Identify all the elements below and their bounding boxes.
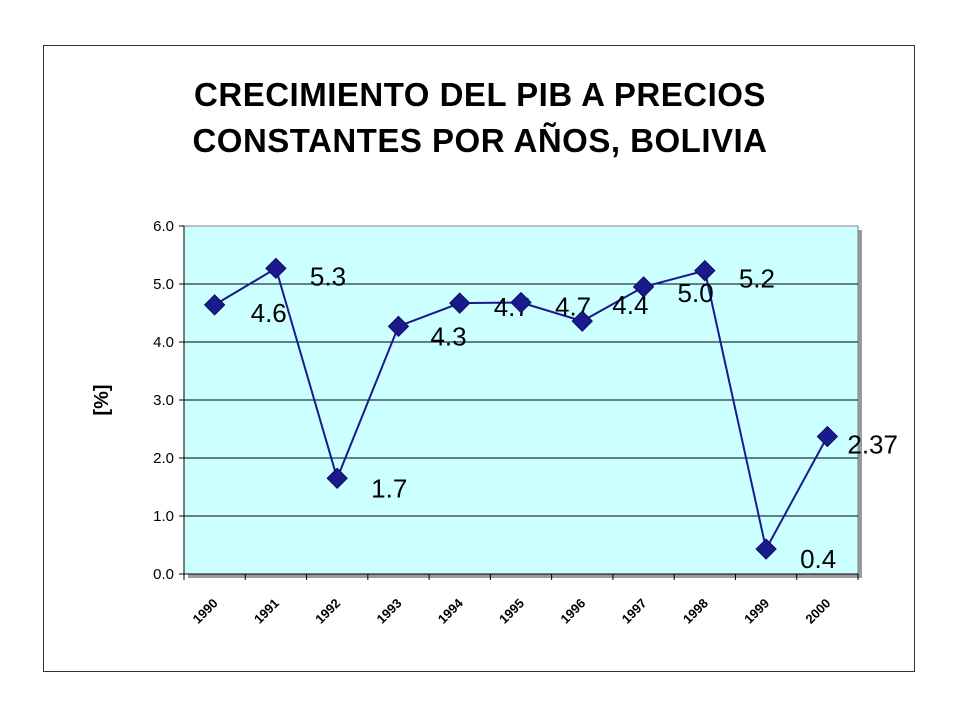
- x-tick-label: 1995: [496, 596, 527, 627]
- y-tick-label: 1.0: [153, 508, 174, 525]
- data-point: [571, 310, 593, 332]
- y-axis-label: [%]: [91, 384, 113, 415]
- data-point: [632, 276, 655, 298]
- y-tick-label: 4.0: [153, 334, 174, 351]
- data-point: [510, 291, 532, 314]
- data-point: [816, 425, 839, 448]
- y-tick-label: 3.0: [153, 392, 174, 409]
- data-label: 4.3: [430, 321, 466, 351]
- x-tick-label: 1993: [374, 596, 405, 627]
- chart-title-line-2: CONSTANTES POR AÑOS, BOLIVIA: [192, 122, 768, 159]
- x-tick-label: 2000: [802, 596, 833, 627]
- y-tick-label: 5.0: [153, 276, 174, 293]
- data-label: 4.6: [251, 298, 287, 328]
- data-label: 5.0: [678, 278, 714, 308]
- x-tick-label: 1990: [190, 596, 221, 627]
- data-label: 5.3: [310, 261, 346, 291]
- y-tick-label: 6.0: [153, 218, 174, 235]
- data-label: 1.7: [371, 473, 407, 503]
- x-tick-label: 1991: [251, 596, 282, 627]
- chart-title-line-1: CRECIMIENTO DEL PIB A PRECIOS: [194, 76, 766, 113]
- data-point: [755, 538, 777, 560]
- x-tick-label: 1997: [619, 596, 650, 627]
- data-point: [203, 294, 226, 316]
- data-label: 2.37: [847, 430, 898, 460]
- x-tick-label: 1994: [435, 595, 467, 627]
- data-label: 5.2: [739, 264, 775, 294]
- data-point: [449, 292, 471, 314]
- chart-title: CRECIMIENTO DEL PIB A PRECIOS CONSTANTES…: [0, 72, 960, 164]
- x-tick-label: 1998: [680, 596, 711, 627]
- y-tick-label: 2.0: [153, 450, 174, 467]
- x-tick-label: 1999: [741, 596, 772, 627]
- data-label: 0.4: [800, 544, 836, 574]
- y-tick-label: 0.0: [153, 566, 174, 583]
- data-point: [387, 315, 410, 338]
- x-tick-label: 1992: [312, 596, 343, 627]
- data-point: [694, 259, 716, 282]
- x-tick-label: 1996: [557, 596, 588, 627]
- data-point: [265, 257, 287, 280]
- data-point: [326, 467, 348, 490]
